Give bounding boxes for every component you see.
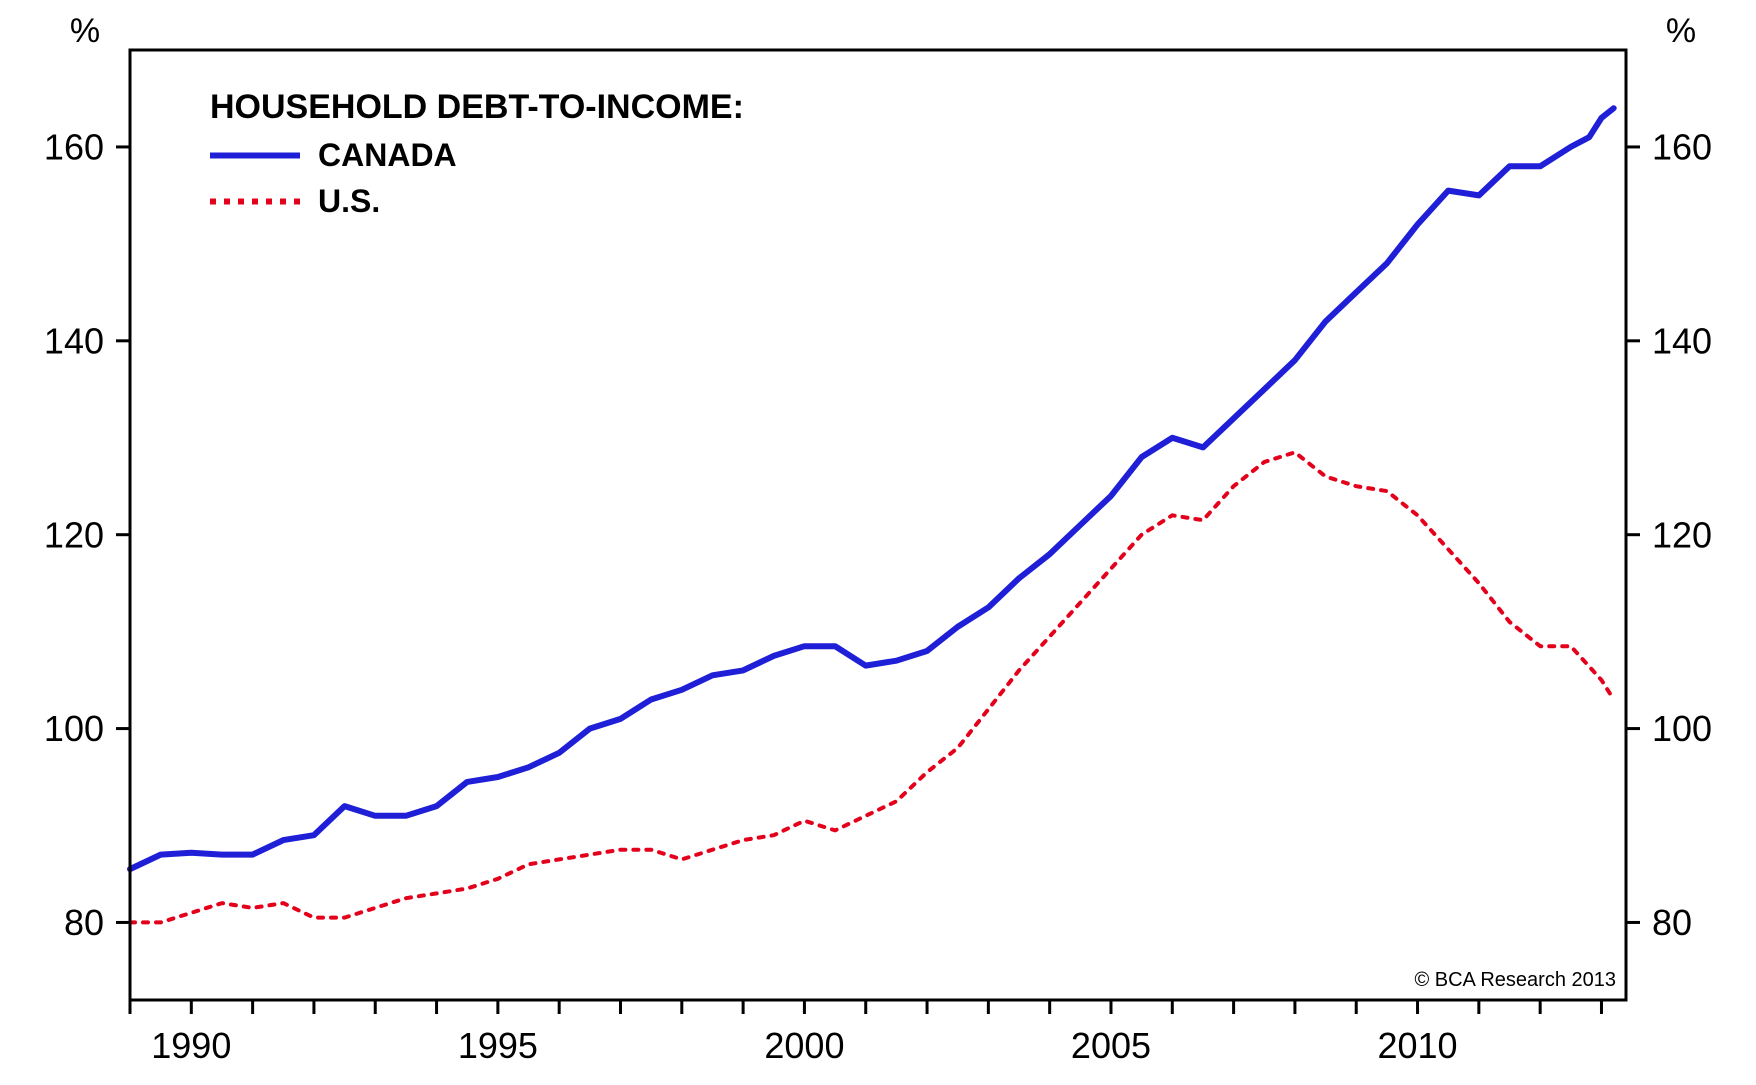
y-tick-label-left: 80: [64, 902, 104, 943]
debt-to-income-chart: 1990 1995 2000 2005 2010 80 80 100 100 120 120 140 1…: [0, 0, 1756, 1085]
y-unit-left: %: [70, 12, 100, 50]
y-tick-label-right: 80: [1652, 902, 1692, 943]
y-tick-label-left: 160: [44, 127, 104, 168]
y-tick-label-left: 120: [44, 514, 104, 555]
y-tick-label-right: 100: [1652, 708, 1712, 749]
y-tick-label-left: 100: [44, 708, 104, 749]
x-tick-label: 2005: [1071, 1025, 1151, 1066]
x-tick-label: 1995: [458, 1025, 538, 1066]
y-tick-label-right: 140: [1652, 320, 1712, 361]
legend-item-label: CANADA: [318, 137, 457, 173]
legend-title: HOUSEHOLD DEBT-TO-INCOME:: [210, 88, 744, 126]
copyright-text: © BCA Research 2013: [1414, 969, 1616, 991]
y-tick-label-left: 140: [44, 320, 104, 361]
x-tick-label: 2010: [1377, 1025, 1457, 1066]
legend-item-label: U.S.: [318, 183, 380, 219]
y-tick-label-right: 120: [1652, 514, 1712, 555]
x-tick-label: 2000: [764, 1025, 844, 1066]
y-tick-label-right: 160: [1652, 127, 1712, 168]
x-tick-label: 1990: [151, 1025, 231, 1066]
y-unit-right: %: [1666, 12, 1696, 50]
